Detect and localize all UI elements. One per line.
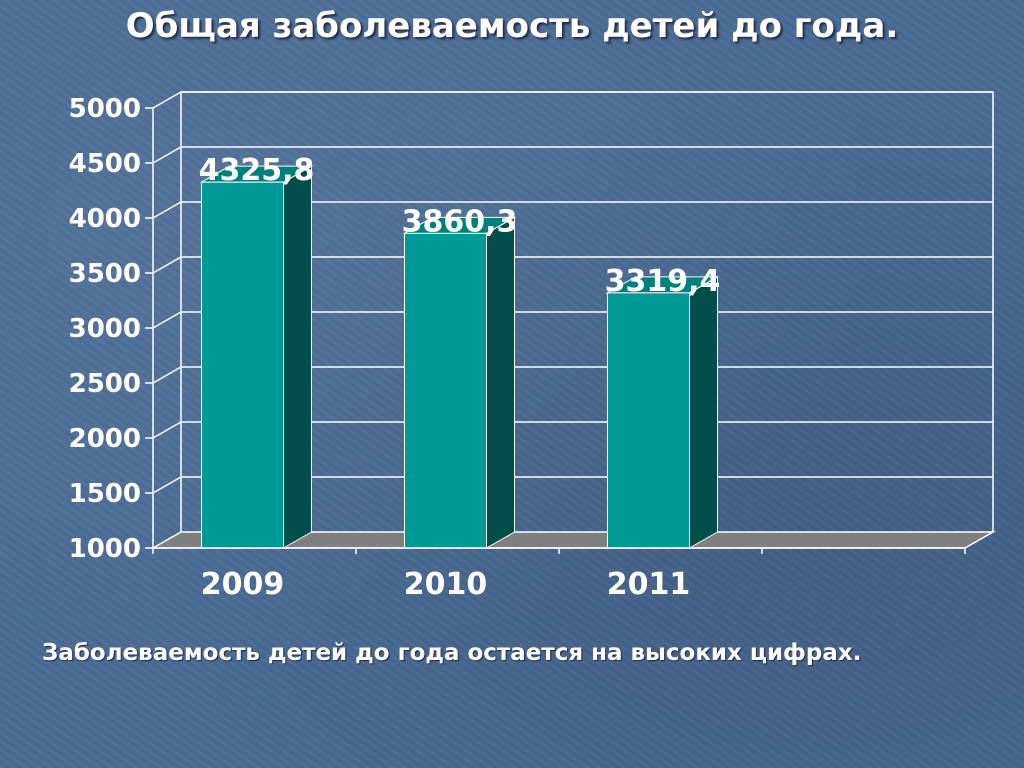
bar-side (689, 276, 718, 549)
x-axis: 2009 2010 2011 (152, 547, 966, 602)
y-tick-label: 2500 (69, 369, 141, 399)
bar (605, 276, 720, 549)
chart-gridlines (152, 91, 993, 494)
gridline (152, 421, 993, 439)
gridline (152, 311, 993, 329)
chart-bars (199, 165, 720, 549)
data-label: 4325,8 (199, 153, 315, 188)
slide-caption: Заболеваемость детей до года остается на… (42, 640, 862, 666)
y-tick-label: 2000 (69, 424, 141, 454)
data-label: 3860,3 (402, 204, 518, 239)
bar-front (607, 292, 690, 549)
y-tick-label: 3000 (69, 314, 141, 344)
data-label: 3319,4 (605, 264, 721, 299)
bar (199, 165, 314, 549)
gridline (152, 256, 993, 274)
y-tick-label: 1000 (69, 534, 141, 564)
y-tick-label: 4000 (69, 204, 141, 234)
bar-front (201, 181, 284, 549)
bar-front (404, 232, 487, 549)
x-tick-label: 2011 (607, 567, 691, 602)
x-tick-label: 2009 (201, 567, 285, 602)
bar-chart: 1000 1500 2000 2500 3000 3500 4000 4500 5000 432… (69, 91, 996, 602)
y-tick-label: 5000 (69, 94, 141, 124)
bar (402, 216, 517, 549)
slide-title: Общая заболеваемость детей до года. (125, 6, 899, 46)
gridline (152, 201, 993, 219)
y-axis: 1000 1500 2000 2500 3000 3500 4000 4500 5000 (69, 94, 154, 564)
gridline (152, 91, 993, 109)
y-tick-label: 1500 (69, 479, 141, 509)
bar-side (486, 216, 515, 549)
gridline (152, 146, 993, 164)
gridline (152, 476, 993, 494)
gridline (152, 366, 993, 384)
y-tick-label: 3500 (69, 259, 141, 289)
bar-side (283, 165, 312, 549)
y-tick-label: 4500 (69, 149, 141, 179)
x-tick-label: 2010 (404, 567, 488, 602)
chart-data-labels: 4325,8 3860,3 3319,4 (199, 153, 721, 299)
